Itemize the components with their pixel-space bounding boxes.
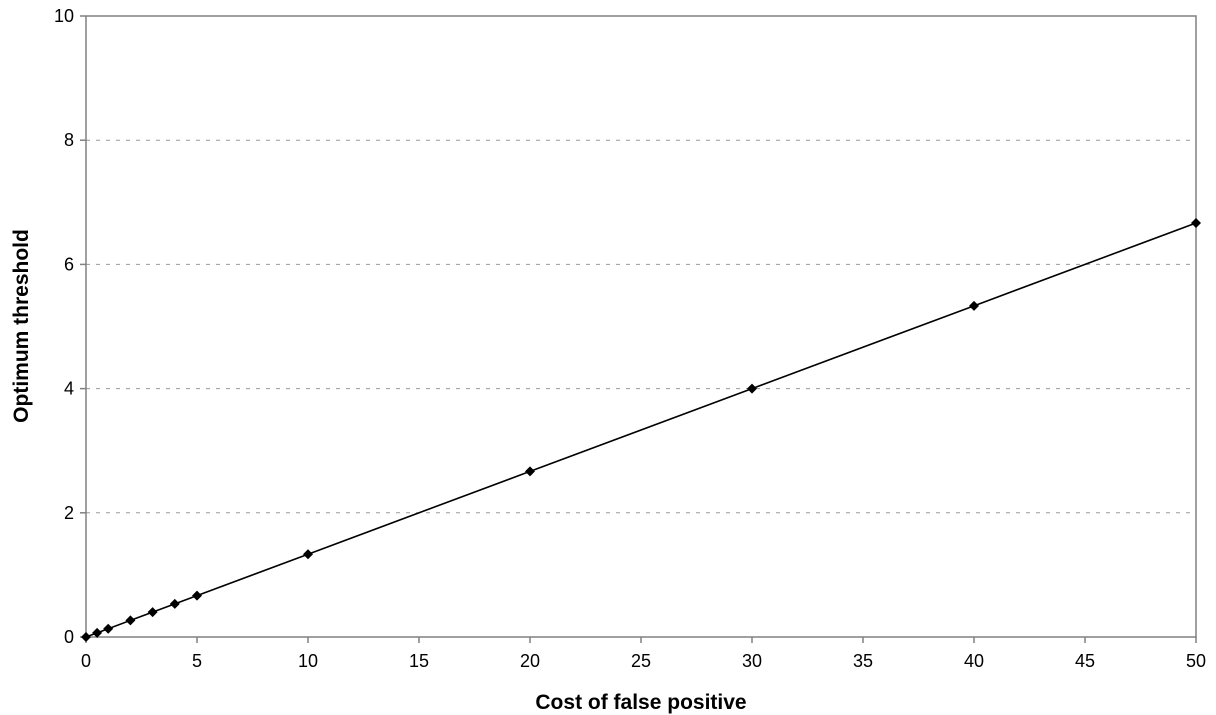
series-line <box>85 222 1197 638</box>
data-point <box>192 590 202 601</box>
data-point <box>103 623 114 634</box>
data-point <box>747 383 757 394</box>
data-point <box>525 466 535 477</box>
x-tick-label: 35 <box>853 651 873 671</box>
data-point <box>125 615 136 626</box>
y-tick-label: 6 <box>64 254 74 274</box>
x-tick-label: 50 <box>1186 651 1206 671</box>
y-tick-label: 10 <box>54 6 74 26</box>
data-point <box>147 607 158 618</box>
data-points <box>81 217 1201 642</box>
y-tick-label: 2 <box>64 503 74 523</box>
x-axis-ticks: 0 5 10 15 20 25 30 35 40 45 50 <box>81 637 1206 671</box>
x-tick-label: 25 <box>631 651 651 671</box>
y-axis-ticks: 0 2 4 6 8 10 <box>54 6 86 647</box>
y-axis-title: Optimum threshold <box>10 229 33 423</box>
gridlines <box>86 139 1196 514</box>
x-tick-label: 45 <box>1075 651 1095 671</box>
y-tick-label: 4 <box>64 379 74 399</box>
data-point <box>969 300 979 311</box>
data-point <box>303 549 313 560</box>
data-point <box>1191 217 1201 228</box>
data-point <box>81 632 91 642</box>
x-tick-label: 5 <box>192 651 202 671</box>
data-point <box>169 598 180 609</box>
plot-area-border <box>85 15 1197 638</box>
x-tick-label: 30 <box>742 651 762 671</box>
x-tick-label: 20 <box>520 651 540 671</box>
y-tick-label: 8 <box>64 130 74 150</box>
x-tick-label: 40 <box>964 651 984 671</box>
x-tick-label: 15 <box>409 651 429 671</box>
x-axis-title: Cost of false positive <box>535 691 746 714</box>
y-tick-label: 0 <box>64 627 74 647</box>
x-tick-label: 0 <box>81 651 91 671</box>
data-point <box>92 627 103 638</box>
x-tick-label: 10 <box>298 651 318 671</box>
